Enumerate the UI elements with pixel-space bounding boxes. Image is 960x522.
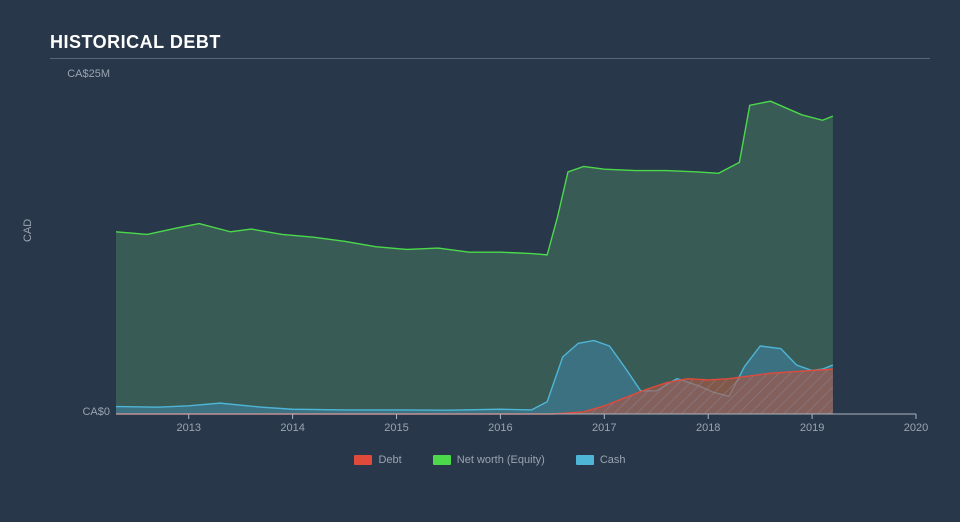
x-tick-label: 2016 [470,422,530,434]
x-tick-label: 2014 [263,422,323,434]
chart-container: CAD CA$25M CA$0 201320142015201620172018… [50,62,930,482]
y-tick-label-bottom: CA$0 [50,406,110,418]
y-axis-title: CAD [22,219,34,242]
x-tick-label: 2020 [886,422,946,434]
y-tick-label-top: CA$25M [50,68,110,80]
legend-swatch-networth [433,455,451,465]
legend-item-debt: Debt [354,454,401,466]
x-tick-label: 2017 [574,422,634,434]
legend-label-networth: Net worth (Equity) [457,454,545,466]
chart-legend: Debt Net worth (Equity) Cash [50,454,930,468]
legend-swatch-cash [576,455,594,465]
x-tick-label: 2019 [782,422,842,434]
title-underline [50,58,930,59]
chart-plot-svg [116,74,916,414]
x-tick-label: 2018 [678,422,738,434]
legend-swatch-debt [354,455,372,465]
chart-title: HISTORICAL DEBT [50,32,221,53]
x-tick-label: 2013 [159,422,219,434]
legend-item-networth: Net worth (Equity) [433,454,545,466]
x-tick-label: 2015 [367,422,427,434]
legend-label-cash: Cash [600,454,626,466]
legend-label-debt: Debt [378,454,401,466]
legend-item-cash: Cash [576,454,626,466]
series-fill-net_worth [116,101,833,414]
